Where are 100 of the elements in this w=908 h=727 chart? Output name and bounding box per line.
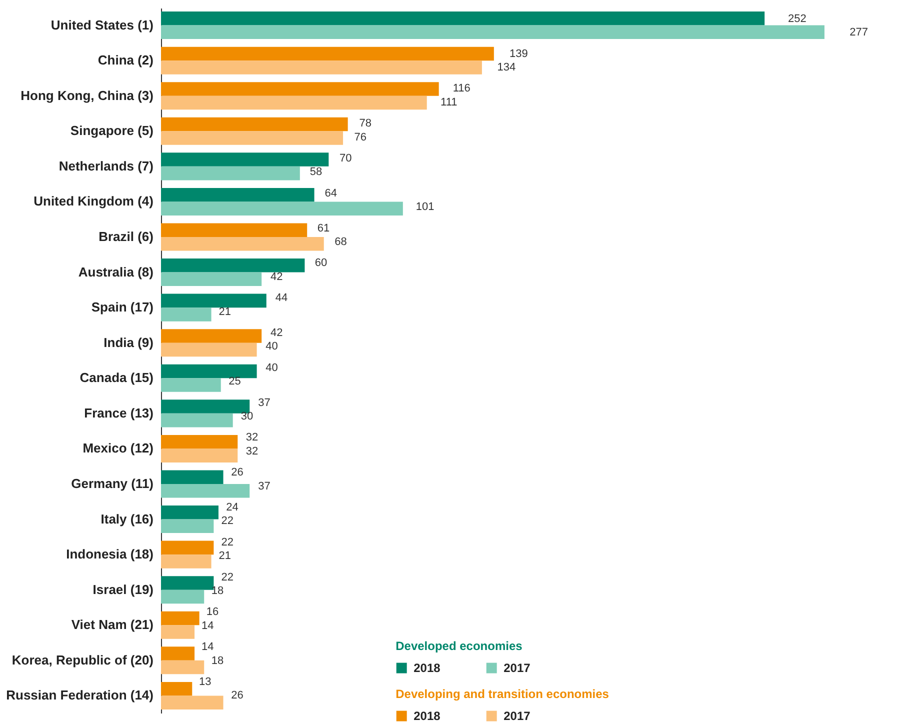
bar (161, 25, 824, 40)
bar (161, 682, 192, 696)
bar (161, 188, 314, 202)
data-label: 25 (228, 376, 241, 388)
data-label: 24 (226, 501, 238, 514)
y-tick-label: Indonesia (18) (66, 546, 154, 562)
bar (161, 484, 250, 498)
bar (161, 342, 257, 357)
data-label: 61 (317, 222, 330, 234)
data-label: 68 (334, 236, 347, 248)
y-tick-label: United States (1) (50, 17, 154, 32)
data-label: 30 (240, 410, 254, 423)
data-label: 111 (440, 96, 458, 108)
bar (161, 329, 262, 343)
bar (161, 434, 238, 449)
data-label: 26 (231, 690, 244, 702)
bar (161, 540, 214, 555)
data-label: 22 (221, 571, 234, 584)
bar (161, 611, 200, 626)
data-label: 78 (359, 118, 372, 130)
y-tick-label: Spain (17) (91, 300, 154, 315)
y-tick-label: France (13) (84, 405, 154, 420)
bar (161, 294, 266, 308)
bar (161, 400, 250, 414)
y-tick-label: Singapore (5) (70, 123, 154, 138)
data-label: 42 (270, 326, 283, 339)
bar (161, 625, 195, 639)
y-tick-label: Mexico (12) (82, 440, 154, 456)
bar (161, 696, 224, 710)
bar (161, 82, 439, 96)
data-label: 40 (266, 362, 278, 374)
legend-label: 2017 (504, 709, 531, 724)
y-tick-label: Korea, Republic of (20) (12, 652, 154, 668)
y-tick-label: Canada (15) (80, 370, 154, 386)
data-label: 139 (510, 48, 528, 60)
data-label: 18 (211, 654, 224, 667)
legend-label: 2017 (504, 661, 531, 676)
bar (161, 117, 348, 132)
bar (161, 364, 257, 378)
bar (161, 131, 344, 145)
y-tick-label: Israel (19) (92, 582, 154, 597)
y-tick-label: India (9) (104, 334, 154, 350)
y-tick-label: Russian Federation (14) (6, 688, 154, 703)
data-label: 18 (211, 585, 224, 598)
bar (161, 12, 765, 26)
data-label: 14 (202, 641, 214, 654)
bar (161, 590, 204, 604)
bar (161, 576, 214, 590)
data-label: 13 (199, 676, 212, 688)
annotation: Developed economies (396, 639, 523, 654)
bar (161, 223, 308, 237)
data-label: 37 (258, 480, 270, 492)
legend-label: 2018 (414, 709, 441, 724)
bar (161, 646, 195, 660)
bar (161, 258, 305, 272)
data-label: 22 (221, 515, 234, 528)
bar (161, 202, 403, 216)
bar (161, 272, 262, 286)
y-tick-label: Germany (11) (71, 476, 154, 491)
data-label: 70 (340, 152, 352, 164)
bar (161, 237, 324, 251)
data-label: 277 (850, 26, 868, 39)
y-tick-label: Brazil (6) (98, 229, 154, 244)
data-label: 252 (788, 12, 806, 25)
y-tick-label: China (2) (98, 52, 154, 68)
bar (161, 308, 212, 322)
bar (161, 413, 233, 428)
bar (161, 166, 300, 180)
bar (161, 506, 218, 520)
bar (161, 554, 212, 568)
bar (161, 519, 214, 534)
data-label: 22 (221, 536, 234, 548)
y-tick-label: Italy (16) (100, 511, 154, 526)
y-tick-label: Netherlands (7) (58, 158, 154, 174)
data-label: 44 (275, 292, 288, 304)
data-label: 76 (354, 131, 367, 144)
data-label: 37 (258, 396, 270, 409)
legend-label: 2018 (414, 661, 441, 676)
data-label: 116 (452, 82, 470, 95)
data-label: 40 (266, 340, 278, 353)
data-label: 32 (246, 432, 258, 444)
bar (161, 660, 204, 674)
y-tick-label: United Kingdom (4) (34, 194, 154, 209)
data-label: 26 (231, 466, 244, 479)
data-label: 21 (218, 550, 231, 562)
data-label: 42 (270, 270, 283, 283)
y-tick-label: Hong Kong, China (3) (20, 88, 154, 103)
data-label: 14 (202, 620, 214, 632)
data-label: 16 (206, 606, 219, 618)
bar (161, 96, 427, 110)
data-label: 64 (324, 187, 337, 200)
bar (161, 152, 329, 166)
data-label: 101 (416, 201, 434, 214)
annotation: Developing and transition economies (396, 687, 610, 702)
data-label: 60 (314, 257, 328, 270)
data-label: 58 (310, 166, 322, 178)
bar (161, 46, 494, 61)
y-tick-label: Australia (8) (78, 264, 154, 280)
y-tick-label: Viet Nam (21) (71, 617, 154, 632)
data-label: 21 (218, 306, 231, 318)
